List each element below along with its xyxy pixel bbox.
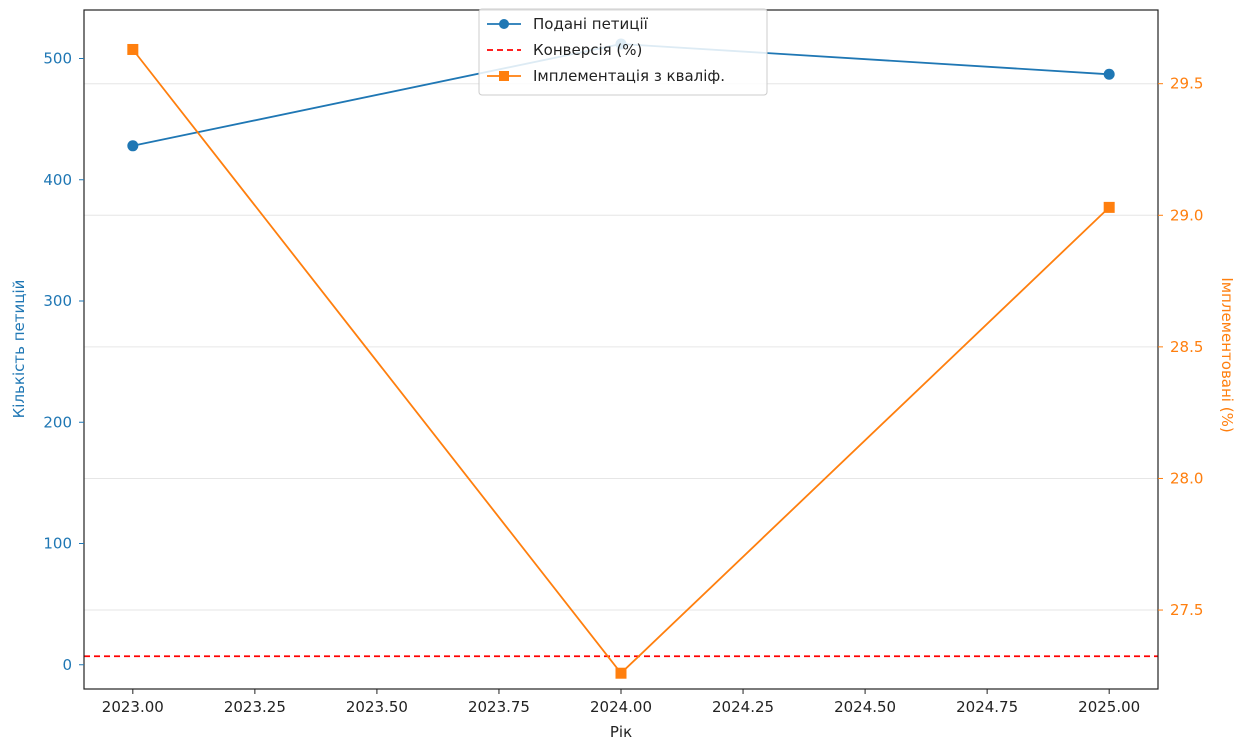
y-right-tick-label: 29.0 xyxy=(1170,206,1203,224)
y-left-tick-label: 200 xyxy=(43,413,72,431)
y-right-tick-label: 27.5 xyxy=(1170,601,1203,619)
y-axis-right-label: Імплементовані (%) xyxy=(1218,277,1236,432)
x-tick-label: 2024.00 xyxy=(590,698,652,716)
legend-item-conversion: Конверсія (%) xyxy=(487,41,642,59)
data-point-implementation xyxy=(127,43,139,55)
y-left-tick-label: 300 xyxy=(43,292,72,310)
data-point-submitted xyxy=(1103,68,1115,80)
legend-box xyxy=(478,8,768,96)
y-right-tick-label: 28.5 xyxy=(1170,338,1203,356)
y-right-tick-label: 29.5 xyxy=(1170,75,1203,93)
x-axis-label: Рік xyxy=(610,723,632,740)
y-left-tick-label: 400 xyxy=(43,171,72,189)
y-right-tick-label: 28.0 xyxy=(1170,469,1203,487)
data-point-implementation xyxy=(615,667,627,679)
x-tick-label: 2024.50 xyxy=(834,698,896,716)
legend-item-submitted: Подані петиції xyxy=(487,15,649,33)
y-axis-left: 0 100 200 300 400 500 xyxy=(43,50,84,674)
y-left-tick-label: 500 xyxy=(43,50,72,68)
x-tick-label: 2023.25 xyxy=(224,698,286,716)
x-tick-label: 2023.00 xyxy=(102,698,164,716)
legend-label-implementation: Імплементація з кваліф. xyxy=(533,67,725,85)
legend: Подані петиції Конверсія (%) Імплементац… xyxy=(478,8,768,96)
legend-marker-implementation xyxy=(499,71,509,81)
x-tick-label: 2023.50 xyxy=(346,698,408,716)
y-axis-left-label: Кількість петицій xyxy=(10,280,28,419)
x-axis: 2023.00 2023.25 2023.50 2023.75 2024.00 2024.… xyxy=(102,689,1140,716)
x-tick-label: 2023.75 xyxy=(468,698,530,716)
x-tick-label: 2025.00 xyxy=(1078,698,1140,716)
legend-marker-submitted xyxy=(499,19,509,29)
data-point-submitted xyxy=(127,140,139,152)
x-tick-label: 2024.25 xyxy=(712,698,774,716)
legend-label-submitted: Подані петиції xyxy=(533,15,649,33)
data-point-implementation xyxy=(1103,201,1115,213)
grid-lines xyxy=(84,83,1158,611)
series-line-implementation xyxy=(132,48,1110,675)
series-layer xyxy=(84,38,1158,679)
legend-label-conversion: Конверсія (%) xyxy=(533,41,642,59)
y-axis-right: 27.5 28.0 28.5 29.0 29.5 xyxy=(1158,75,1203,619)
plot-frame xyxy=(83,9,1159,690)
legend-item-implementation: Імплементація з кваліф. xyxy=(487,67,725,85)
y-left-tick-label: 0 xyxy=(62,656,72,674)
y-left-tick-label: 100 xyxy=(43,535,72,553)
x-tick-label: 2024.75 xyxy=(956,698,1018,716)
